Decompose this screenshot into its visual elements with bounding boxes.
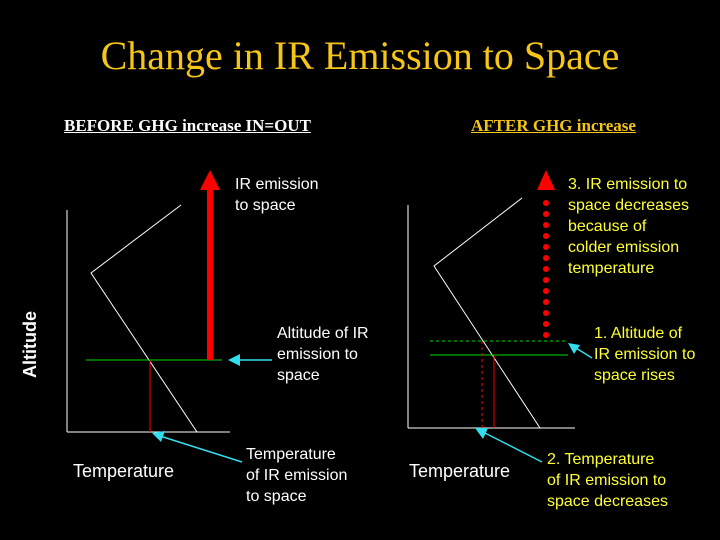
left-altitude-pointer-head <box>228 354 240 366</box>
right-temperature-pointer-head <box>475 428 488 439</box>
left-temperature-label: Temperature of IR emission to space <box>246 446 348 505</box>
right-temperature-label: 2. Temperature of IR emission to space d… <box>547 451 668 510</box>
right-altitude-pointer <box>575 347 593 359</box>
right-panel <box>407 170 593 463</box>
left-altitude-label: Altitude of IR emission to space <box>277 325 369 384</box>
left-temperature-pointer-head <box>152 431 165 442</box>
right-temperature-profile <box>433 197 541 429</box>
right-ir-dotted-arrow <box>543 200 549 338</box>
left-ir-arrowhead <box>200 170 220 190</box>
right-ir-arrowhead <box>537 170 555 190</box>
right-arrow-label: 3. IR emission to space decreases becaus… <box>568 176 689 277</box>
left-temperature-profile <box>90 204 198 433</box>
left-panel <box>66 170 272 463</box>
right-x-axis-label: Temperature <box>409 461 511 481</box>
right-temperature-pointer <box>482 431 543 463</box>
right-altitude-pointer-head <box>568 343 580 354</box>
slide-title: Change in IR Emission to Space <box>100 33 620 78</box>
left-x-axis-label: Temperature <box>73 461 175 481</box>
right-altitude-label: 1. Altitude of IR emission to space rise… <box>594 325 696 384</box>
left-y-axis-label: Altitude <box>20 311 40 378</box>
right-subtitle: AFTER GHG increase <box>471 116 636 135</box>
left-temperature-pointer <box>159 435 243 463</box>
left-subtitle: BEFORE GHG increase IN=OUT <box>64 116 311 135</box>
left-arrow-label: IR emission to space <box>235 176 319 214</box>
